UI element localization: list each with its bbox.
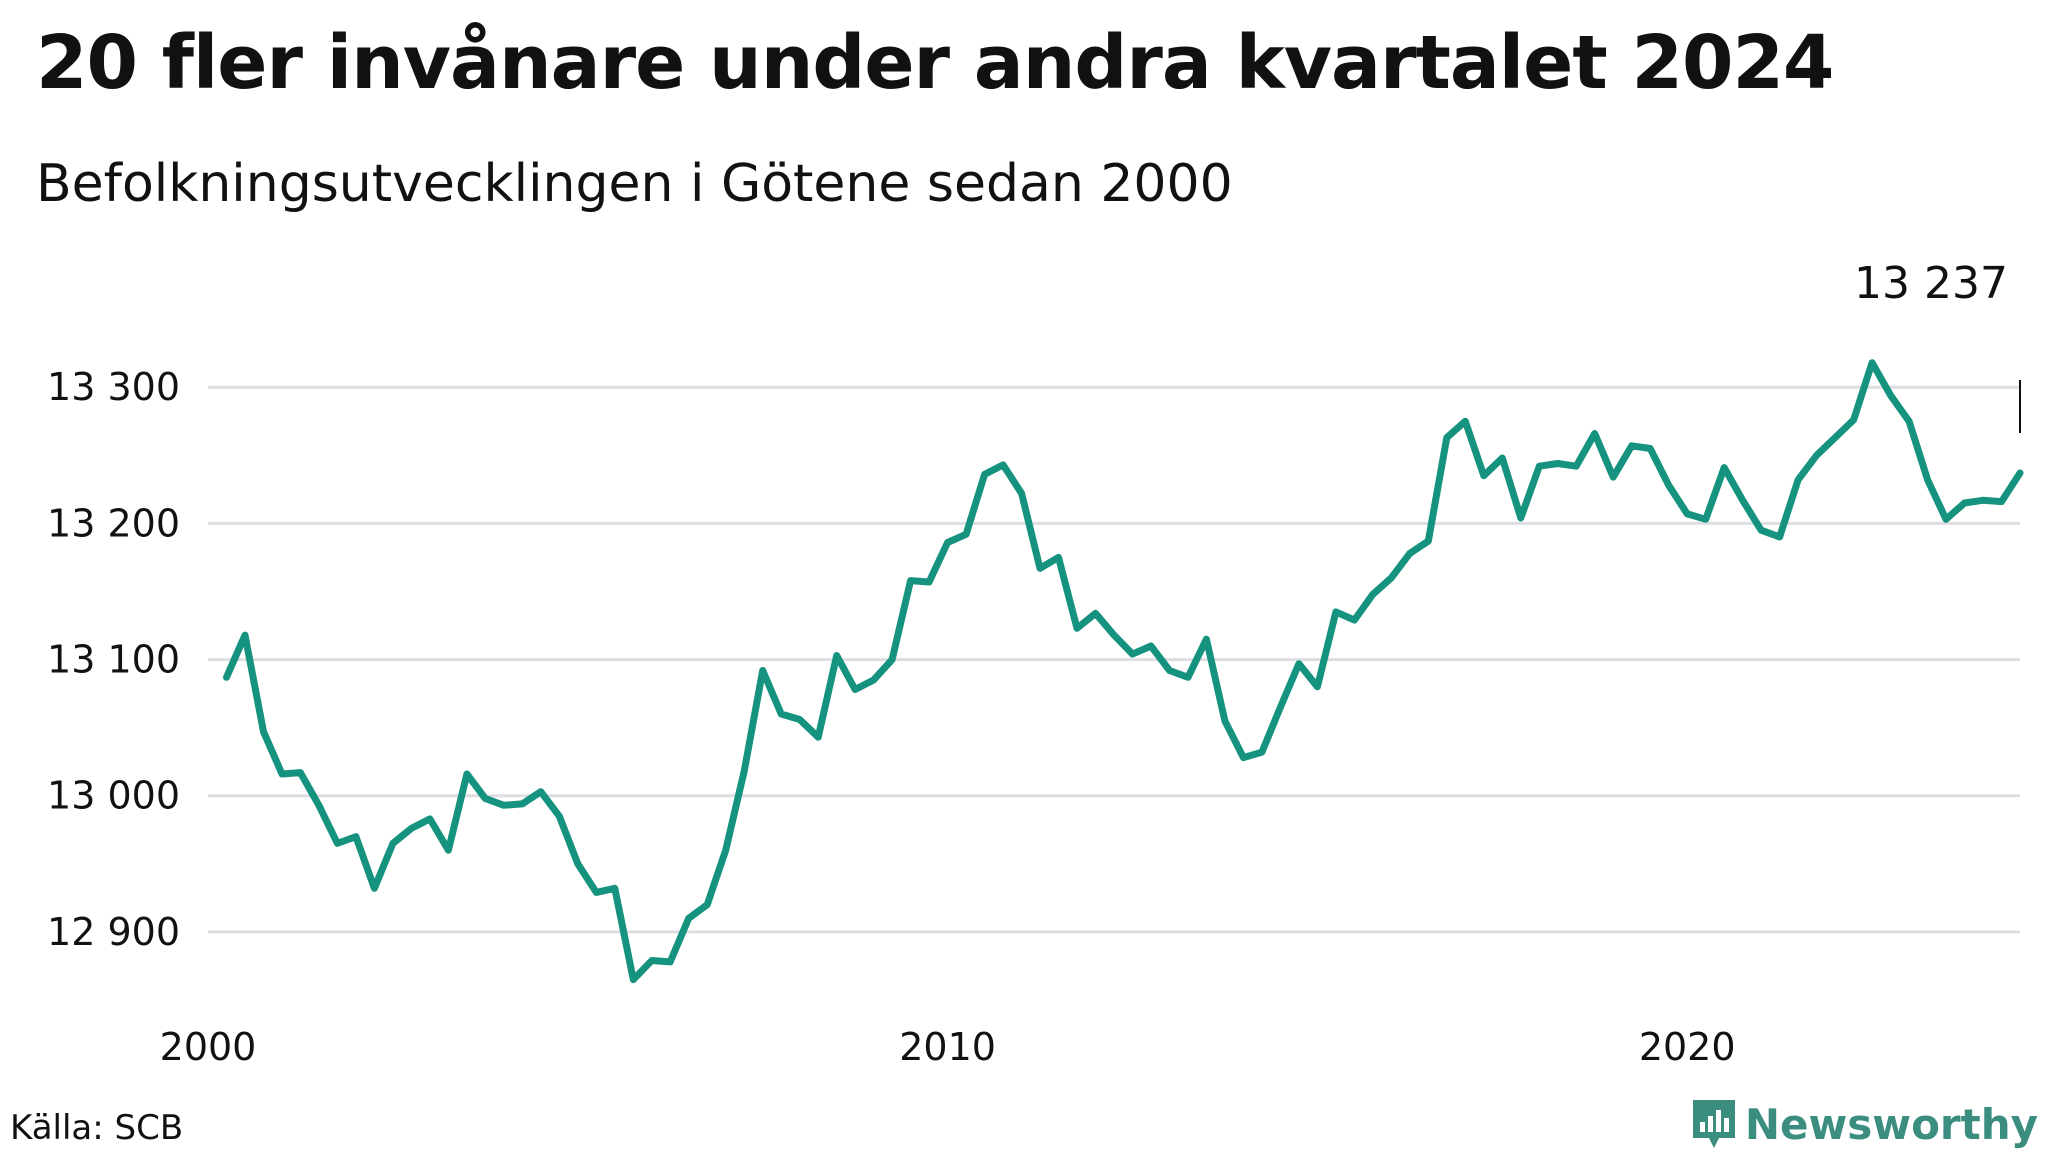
y-tick-label: 12 900 — [47, 910, 180, 954]
x-tick-label: 2000 — [160, 1025, 257, 1069]
chart-subtitle: Befolkningsutvecklingen i Götene sedan 2… — [36, 154, 1233, 214]
newsworthy-logo-icon — [1692, 1100, 1735, 1148]
gridlines — [208, 385, 2020, 934]
y-tick-label: 13 300 — [47, 365, 180, 409]
population-line — [223, 359, 2024, 984]
end-value-label: 13 237 — [1854, 258, 2008, 309]
y-axis: 12 900 13 000 13 100 13 200 13 300 — [47, 365, 180, 954]
y-tick-label: 13 100 — [47, 638, 180, 682]
y-tick-label: 13 000 — [47, 774, 180, 818]
x-axis: 2000 2010 2020 — [160, 1025, 1736, 1069]
brand-logo: Newsworthy — [1691, 1098, 2038, 1150]
brand-name: Newsworthy — [1744, 1099, 2038, 1149]
x-tick-label: 2020 — [1639, 1025, 1736, 1069]
source-note: Källa: SCB — [10, 1108, 184, 1148]
chart-title: 20 fler invånare under andra kvartalet 2… — [36, 20, 1834, 106]
y-tick-label: 13 200 — [47, 501, 180, 545]
x-tick-label: 2010 — [899, 1025, 996, 1069]
